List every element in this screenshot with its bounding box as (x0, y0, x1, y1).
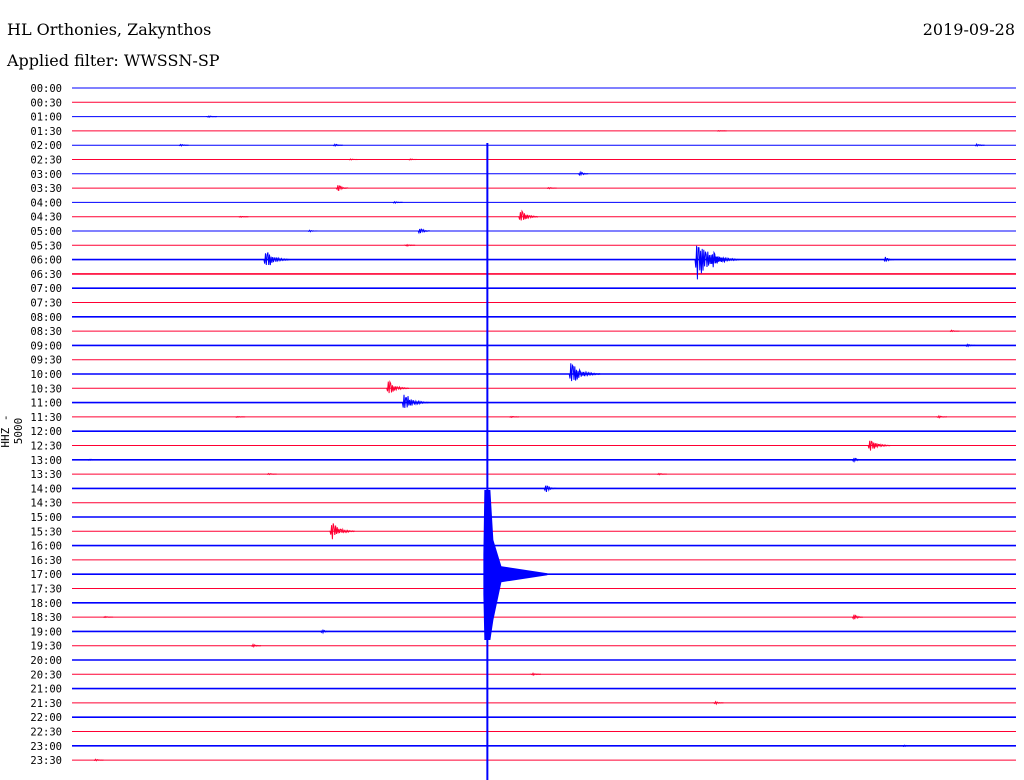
seismic-event (529, 672, 541, 677)
seismic-event (251, 643, 262, 649)
row-time-label: 12:30 (30, 441, 62, 453)
row-time-label: 19:00 (30, 626, 62, 638)
row-time-label: 03:00 (30, 169, 62, 181)
seismic-event (518, 209, 539, 221)
row-time-label: 21:30 (30, 698, 62, 710)
seismic-event (546, 186, 557, 190)
row-time-label: 14:30 (30, 498, 62, 510)
row-time-label: 02:00 (30, 140, 62, 152)
row-time-label: 19:30 (30, 641, 62, 653)
seismic-event (901, 744, 913, 748)
row-time-label: 13:00 (30, 455, 62, 467)
seismic-event (974, 142, 985, 147)
seismic-event (949, 329, 960, 333)
seismic-event (403, 243, 416, 247)
seismic-event (205, 115, 217, 118)
seismic-event (335, 185, 349, 191)
seismic-event (543, 485, 557, 492)
row-time-label: 02:30 (30, 155, 62, 167)
row-time-label: 09:30 (30, 355, 62, 367)
seismic-event (417, 228, 431, 235)
seismic-event (716, 129, 727, 132)
row-time-label: 00:00 (30, 83, 62, 95)
row-time-label: 05:30 (30, 240, 62, 252)
row-time-label: 01:30 (30, 126, 62, 138)
seismic-event (577, 170, 589, 177)
date-label: 2019-09-28 (922, 20, 1015, 39)
row-time-label: 06:00 (30, 255, 62, 267)
seismic-event (935, 414, 947, 419)
row-time-label: 07:00 (30, 283, 62, 295)
row-time-label: 09:00 (30, 340, 62, 352)
seismic-event (509, 415, 519, 419)
seismic-event (386, 380, 410, 394)
row-time-label: 06:30 (30, 269, 62, 281)
row-time-label: 21:00 (30, 684, 62, 696)
row-time-label: 15:00 (30, 512, 62, 524)
row-time-label: 16:30 (30, 555, 62, 567)
row-time-label: 20:30 (30, 669, 62, 681)
seismic-event (851, 614, 863, 621)
seismic-event (266, 472, 277, 476)
seismic-event (235, 415, 246, 418)
row-time-label: 23:30 (30, 755, 62, 767)
row-time-label: 20:00 (30, 655, 62, 667)
row-time-label: 14:00 (30, 483, 62, 495)
seismic-event (87, 458, 98, 461)
row-time-label: 13:30 (30, 469, 62, 481)
row-time-label: 18:30 (30, 612, 62, 624)
seismic-event (348, 158, 359, 161)
seismic-event (401, 394, 430, 408)
row-time-label: 01:00 (30, 112, 62, 124)
seismic-event (103, 615, 114, 619)
seismic-event (408, 158, 419, 161)
row-time-label: 23:00 (30, 741, 62, 753)
seismic-event (307, 229, 318, 233)
row-time-label: 12:00 (30, 426, 62, 438)
seismic-event (712, 700, 724, 706)
row-time-label: 04:30 (30, 212, 62, 224)
row-time-label: 22:00 (30, 712, 62, 724)
seismic-event (392, 200, 403, 205)
seismic-event (320, 629, 331, 635)
row-time-label: 08:30 (30, 326, 62, 338)
row-time-label: 11:30 (30, 412, 62, 424)
seismic-event (965, 343, 976, 348)
row-time-label: 05:00 (30, 226, 62, 238)
seismic-event (882, 256, 895, 263)
row-time-label: 22:30 (30, 727, 62, 739)
row-time-label: 04:00 (30, 197, 62, 209)
seismic-event (178, 143, 189, 147)
seismic-event (851, 457, 863, 463)
row-time-label: 18:00 (30, 598, 62, 610)
row-time-label: 17:30 (30, 584, 62, 596)
seismic-event (329, 523, 356, 540)
main-event-coda (483, 490, 548, 640)
seismic-event (238, 215, 249, 218)
row-time-label: 16:00 (30, 541, 62, 553)
filter-label: Applied filter: WWSSN-SP (7, 51, 220, 70)
row-time-label: 08:00 (30, 312, 62, 324)
row-time-label: 17:00 (30, 569, 62, 581)
row-time-label: 00:30 (30, 97, 62, 109)
seismic-event (93, 758, 104, 762)
row-time-label: 07:30 (30, 298, 62, 310)
row-time-label: 10:30 (30, 383, 62, 395)
station-title: HL Orthonies, Zakynthos (7, 20, 212, 39)
seismic-event (568, 363, 601, 382)
seismic-event (867, 440, 891, 451)
seismic-event (263, 252, 291, 266)
seismic-event (332, 143, 343, 147)
seismic-event (657, 472, 667, 476)
row-time-label: 10:00 (30, 369, 62, 381)
row-time-label: 11:00 (30, 398, 62, 410)
row-time-label: 03:30 (30, 183, 62, 195)
row-time-label: 15:30 (30, 526, 62, 538)
seismic-event (710, 250, 736, 268)
